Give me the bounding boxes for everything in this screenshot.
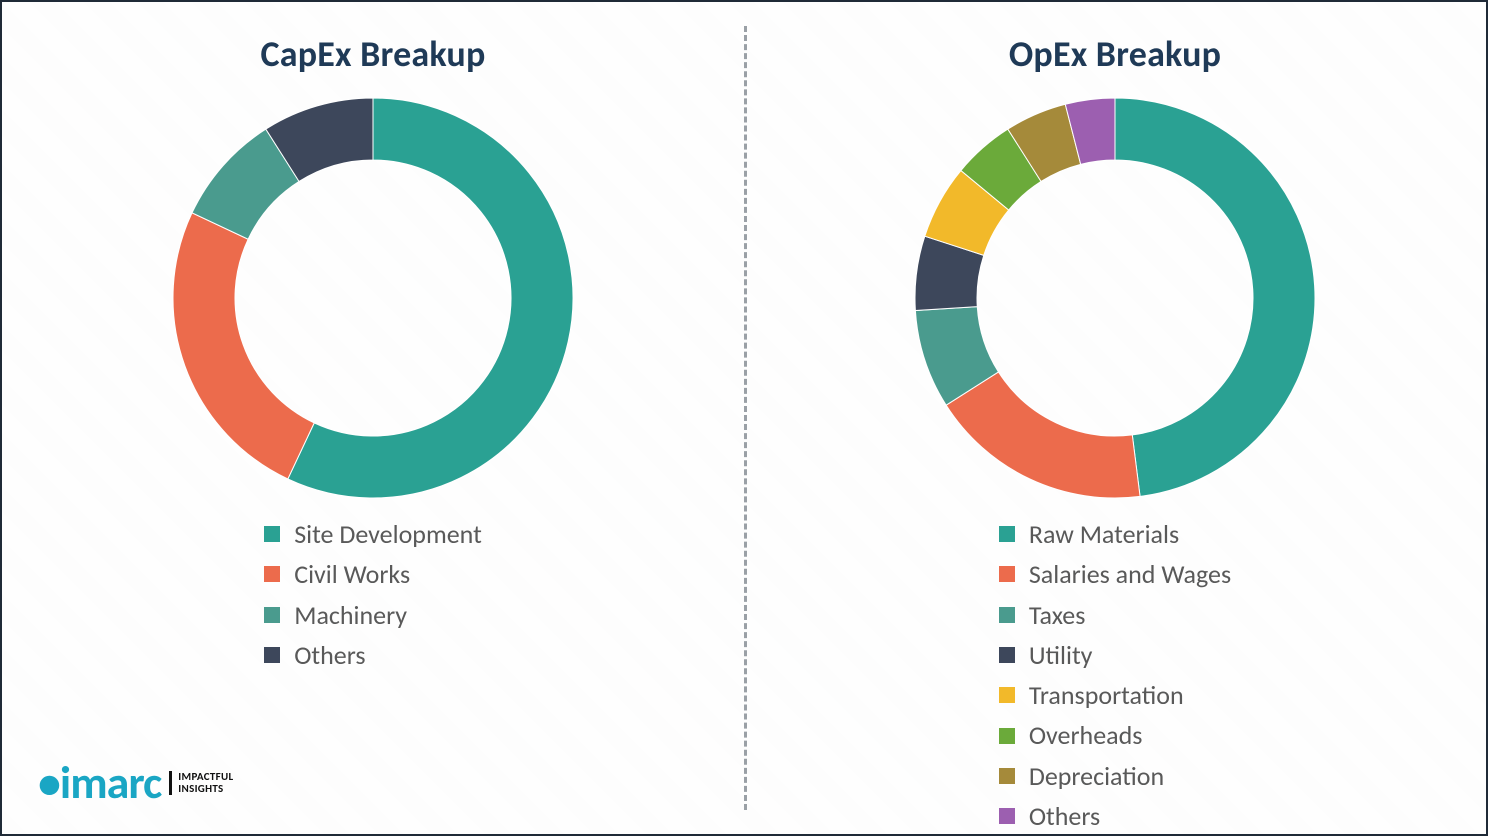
opex-chart-wrap [772,88,1458,508]
opex-title: OpEx Breakup [772,32,1458,76]
legend-swatch [999,526,1015,542]
legend-item: Salaries and Wages [999,554,1231,594]
legend-swatch [264,647,280,663]
capex-panel: CapEx Breakup Site DevelopmentCivil Work… [2,2,744,834]
opex-panel: OpEx Breakup Raw MaterialsSalaries and W… [744,2,1486,834]
capex-chart-wrap [30,88,716,508]
legend-swatch [999,607,1015,623]
legend-swatch [999,566,1015,582]
legend-label: Utility [1029,635,1093,675]
legend-swatch [999,768,1015,784]
legend-swatch [264,566,280,582]
legend-item: Others [999,796,1231,836]
legend-swatch [999,728,1015,744]
legend-swatch [264,526,280,542]
legend-label: Site Development [294,514,482,554]
legend-label: Raw Materials [1029,514,1179,554]
legend-item: Machinery [264,595,482,635]
legend-item: Site Development [264,514,482,554]
legend-swatch [999,647,1015,663]
legend-item: Depreciation [999,756,1231,796]
capex-legend: Site DevelopmentCivil WorksMachineryOthe… [30,514,716,675]
legend-label: Taxes [1029,595,1086,635]
legend-item: Overheads [999,715,1231,755]
legend-label: Transportation [1029,675,1184,715]
legend-item: Civil Works [264,554,482,594]
brand-tagline-l2: INSIGHTS [178,782,223,795]
legend-swatch [999,687,1015,703]
legend-label: Salaries and Wages [1029,554,1231,594]
legend-swatch [999,808,1015,824]
legend-item: Utility [999,635,1231,675]
legend-label: Others [1029,796,1100,836]
legend-label: Depreciation [1029,756,1164,796]
donut-slice [173,213,314,479]
legend-label: Machinery [294,595,407,635]
brand-wordmark: •imarc [38,760,161,806]
donut-slice [946,372,1140,498]
donut-slice [1115,98,1315,496]
opex-donut-chart [905,88,1325,508]
panel-divider [744,26,747,810]
legend-swatch [264,607,280,623]
brand-word-text: imarc [60,755,161,811]
brand-logo: •imarc IMPACTFUL INSIGHTS [38,760,233,806]
legend-label: Civil Works [294,554,410,594]
legend-label: Others [294,635,365,675]
legend-item: Others [264,635,482,675]
legend-item: Transportation [999,675,1231,715]
figure-frame: CapEx Breakup Site DevelopmentCivil Work… [0,0,1488,836]
legend-item: Raw Materials [999,514,1231,554]
capex-title: CapEx Breakup [30,32,716,76]
opex-legend: Raw MaterialsSalaries and WagesTaxesUtil… [772,514,1458,836]
capex-donut-chart [163,88,583,508]
legend-label: Overheads [1029,715,1143,755]
brand-tagline: IMPACTFUL INSIGHTS [169,771,233,794]
legend-item: Taxes [999,595,1231,635]
